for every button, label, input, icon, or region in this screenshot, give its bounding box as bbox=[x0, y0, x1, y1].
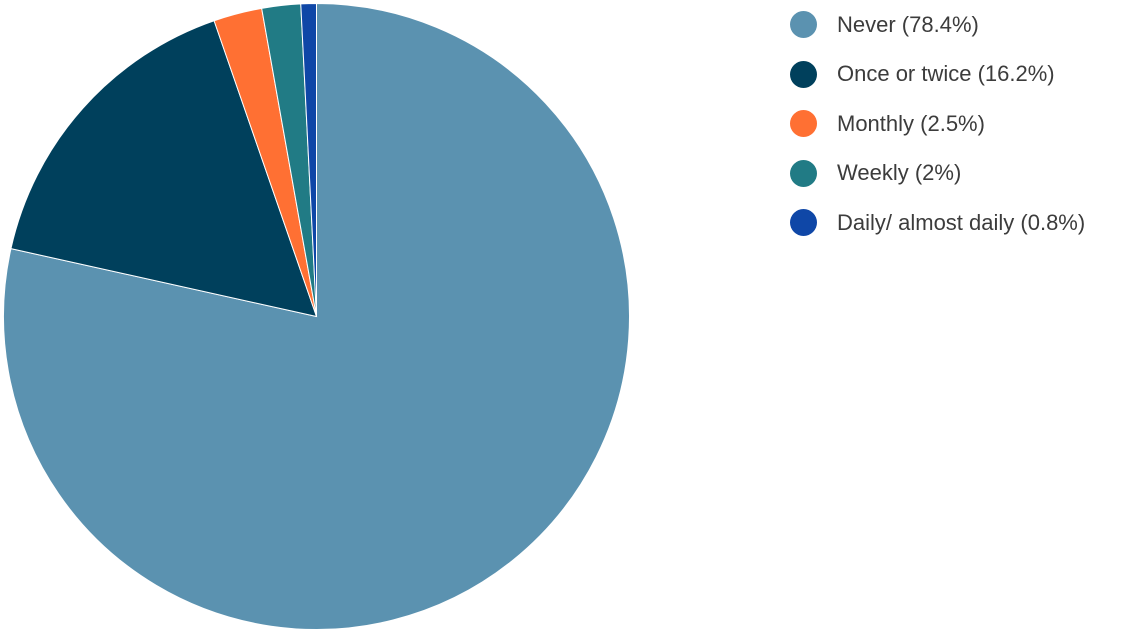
legend-item-never[interactable]: Never (78.4%) bbox=[790, 0, 1141, 50]
legend-item-once-or-twice[interactable]: Once or twice (16.2%) bbox=[790, 50, 1141, 100]
legend-swatch-weekly bbox=[790, 159, 817, 187]
legend-label-once-or-twice: Once or twice (16.2%) bbox=[837, 61, 1055, 87]
legend-swatch-never bbox=[790, 11, 817, 39]
pie-slice-daily[interactable] bbox=[300, 2, 317, 317]
legend: Never (78.4%) Once or twice (16.2%) Mont… bbox=[790, 0, 1141, 248]
legend-item-weekly[interactable]: Weekly (2%) bbox=[790, 149, 1141, 199]
legend-label-never: Never (78.4%) bbox=[837, 11, 979, 37]
legend-label-monthly: Monthly (2.5%) bbox=[837, 110, 985, 136]
pie-slice-once-or-twice[interactable] bbox=[10, 20, 318, 318]
legend-swatch-monthly bbox=[790, 110, 817, 138]
legend-item-daily[interactable]: Daily/ almost daily (0.8%) bbox=[790, 198, 1141, 248]
pie-chart bbox=[3, 2, 630, 630]
legend-item-monthly[interactable]: Monthly (2.5%) bbox=[790, 99, 1141, 149]
legend-swatch-once-or-twice bbox=[790, 60, 817, 88]
legend-label-daily: Daily/ almost daily (0.8%) bbox=[837, 209, 1086, 235]
legend-swatch-daily bbox=[790, 209, 817, 237]
legend-label-weekly: Weekly (2%) bbox=[837, 160, 962, 186]
